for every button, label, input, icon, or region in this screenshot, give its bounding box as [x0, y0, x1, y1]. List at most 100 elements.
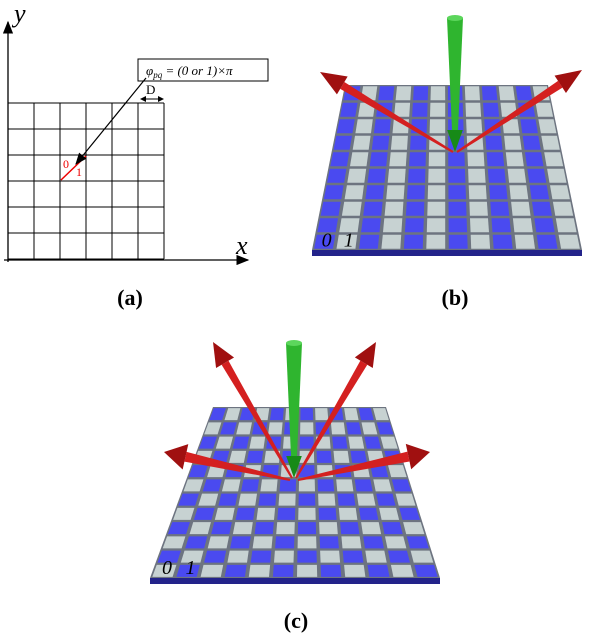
tile — [361, 422, 378, 435]
tile — [408, 168, 426, 183]
board-label: 1 — [344, 229, 354, 251]
tile — [314, 234, 336, 249]
tile — [218, 493, 238, 506]
tile — [317, 479, 335, 492]
tile — [344, 185, 364, 200]
tile — [427, 201, 446, 216]
tile — [300, 408, 314, 421]
board-edge — [150, 578, 440, 584]
tile — [272, 564, 294, 577]
tile — [486, 152, 505, 167]
tile — [365, 550, 387, 563]
tile — [297, 536, 317, 549]
tile — [427, 185, 446, 200]
formula-rest: = (0 or 1)×π — [162, 63, 233, 78]
tile — [359, 234, 380, 249]
arrow-shaft — [295, 360, 368, 479]
tile — [348, 436, 365, 449]
tile — [346, 422, 362, 435]
y-axis-label: y — [11, 0, 26, 28]
tile — [391, 479, 412, 492]
tile — [333, 135, 352, 150]
tile — [536, 234, 558, 249]
tile — [525, 152, 544, 167]
tile — [405, 201, 425, 216]
tile — [249, 436, 266, 449]
tile — [410, 135, 427, 150]
tile — [502, 119, 520, 134]
tile — [527, 168, 547, 183]
tile — [541, 135, 560, 150]
tile — [224, 408, 241, 421]
tile — [509, 185, 529, 200]
tile — [489, 185, 508, 200]
tile — [358, 408, 374, 421]
tile — [448, 152, 465, 167]
formula: φpq = (0 or 1)×π — [146, 63, 233, 80]
tile — [414, 564, 438, 577]
tile — [258, 493, 277, 506]
tile — [538, 119, 557, 134]
tile — [246, 450, 264, 463]
tile — [152, 564, 177, 577]
tile — [378, 86, 395, 101]
tile — [336, 234, 358, 249]
tile — [555, 218, 577, 233]
tile — [238, 493, 257, 506]
tile — [535, 102, 554, 117]
tile — [386, 185, 405, 200]
tile — [260, 479, 278, 492]
tile — [173, 507, 195, 520]
tile — [448, 201, 467, 216]
tile — [270, 408, 284, 421]
tile — [350, 450, 367, 463]
arrow-shaft — [447, 18, 463, 130]
arrow-shaft — [456, 80, 563, 153]
tile — [373, 408, 389, 421]
tile — [469, 201, 488, 216]
tile — [389, 152, 407, 167]
tile — [364, 436, 381, 449]
board-label: 1 — [186, 557, 196, 579]
caption: (b) — [442, 285, 469, 310]
tile — [337, 493, 356, 506]
tile — [355, 119, 373, 134]
tile — [498, 86, 515, 101]
tile — [359, 507, 379, 520]
tile — [448, 168, 466, 183]
tile — [409, 152, 426, 167]
tile — [370, 465, 389, 478]
tile — [352, 135, 371, 150]
tile — [211, 522, 232, 535]
tile — [318, 507, 337, 520]
tile — [552, 201, 574, 216]
tile — [235, 507, 255, 520]
arrow-shaft — [286, 343, 302, 456]
tile — [317, 218, 338, 233]
tile — [376, 493, 396, 506]
tile — [279, 479, 297, 492]
arrow-head — [405, 443, 430, 470]
tile — [448, 218, 468, 233]
tile — [464, 86, 480, 101]
arrow-shaft — [340, 81, 454, 153]
tile — [522, 135, 541, 150]
pointer-arrow — [75, 77, 147, 165]
spacing-label: D — [146, 82, 155, 97]
tile — [384, 201, 404, 216]
tile — [157, 550, 181, 563]
tile — [209, 408, 226, 421]
tile — [207, 536, 229, 549]
arrow-shaft — [221, 360, 293, 479]
tile — [298, 507, 316, 520]
tile — [371, 135, 390, 150]
tile — [550, 185, 570, 200]
tile — [483, 102, 500, 117]
grid — [7, 102, 165, 260]
tile — [340, 102, 358, 117]
tile — [430, 102, 446, 117]
tile — [388, 550, 410, 563]
tile — [383, 218, 403, 233]
board-edge — [312, 250, 582, 256]
tile — [198, 493, 219, 506]
